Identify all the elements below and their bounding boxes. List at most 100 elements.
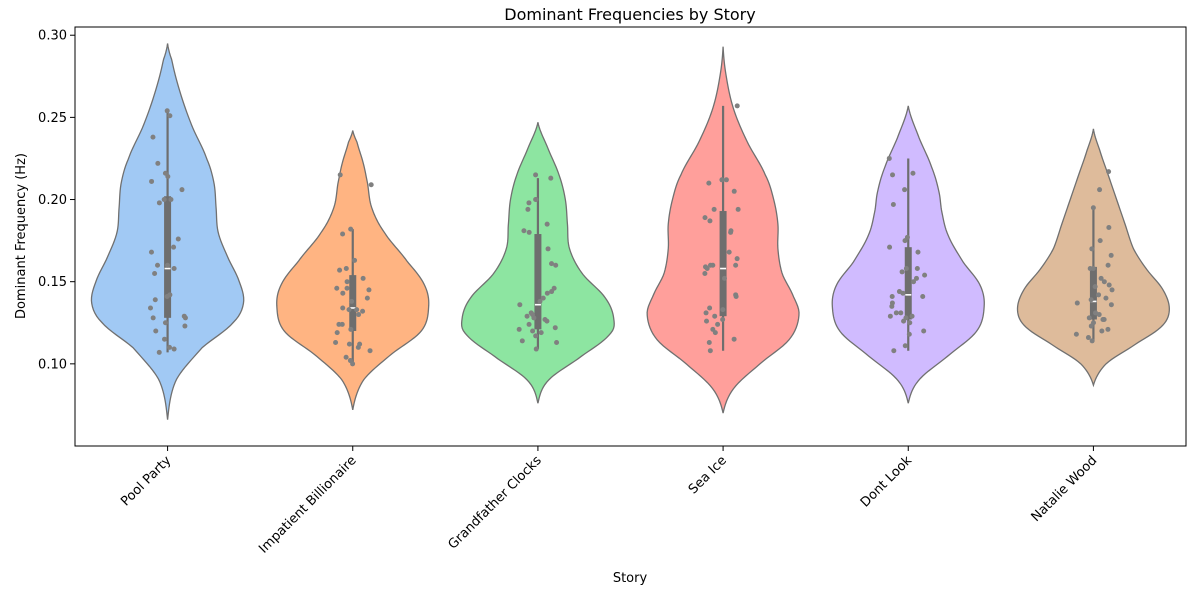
point-2-30 [519, 338, 525, 344]
point-0-12 [171, 244, 177, 250]
point-2-6 [544, 221, 550, 227]
point-3-33 [707, 348, 713, 354]
point-3-19 [721, 275, 727, 281]
point-5-7 [1105, 262, 1111, 268]
point-1-21 [339, 321, 345, 327]
point-0-19 [164, 293, 170, 299]
point-0-11 [175, 236, 181, 242]
point-1-31 [350, 361, 356, 367]
point-2-13 [549, 289, 555, 295]
point-5-3 [1106, 224, 1112, 230]
point-4-17 [889, 293, 895, 299]
point-0-26 [182, 323, 188, 329]
point-1-29 [343, 354, 349, 360]
point-2-4 [526, 200, 532, 206]
point-3-4 [731, 188, 737, 194]
point-0-20 [152, 297, 158, 303]
point-3-32 [706, 339, 712, 345]
point-3-15 [707, 262, 713, 268]
point-4-6 [902, 238, 908, 244]
point-5-29 [1073, 331, 1079, 337]
point-4-10 [914, 266, 920, 272]
point-2-21 [531, 315, 537, 321]
point-5-12 [1106, 282, 1112, 288]
point-5-18 [1074, 300, 1080, 306]
point-4-11 [899, 269, 905, 275]
point-3-6 [711, 206, 717, 212]
point-1-4 [352, 257, 358, 263]
point-2-11 [553, 262, 559, 268]
point-1-10 [334, 285, 340, 291]
point-4-12 [922, 272, 928, 278]
point-0-31 [156, 349, 162, 355]
point-4-1 [910, 170, 916, 176]
point-1-17 [346, 307, 352, 313]
point-0-10 [156, 200, 162, 206]
chart-title: Dominant Frequencies by Story [504, 5, 755, 24]
point-0-27 [153, 328, 159, 334]
y-tick-label-2: 0.20 [38, 193, 67, 208]
iqr-box-5 [1089, 266, 1097, 320]
point-2-7 [521, 228, 527, 234]
iqr-box-4 [904, 247, 912, 320]
point-0-3 [155, 160, 161, 166]
point-1-16 [354, 307, 360, 313]
point-5-17 [1088, 297, 1094, 303]
iqr-box-0 [164, 196, 172, 318]
point-0-2 [150, 134, 156, 140]
point-4-29 [906, 331, 912, 337]
point-0-29 [167, 344, 172, 350]
point-1-14 [349, 298, 355, 304]
point-3-11 [726, 249, 732, 255]
y-tick-label-0: 0.10 [38, 357, 67, 372]
x-tick-label-0: Pool Party [118, 453, 174, 509]
point-4-24 [909, 313, 915, 319]
point-0-15 [155, 262, 161, 268]
x-axis-label: Story [613, 571, 648, 586]
point-0-5 [165, 174, 171, 180]
point-4-28 [921, 328, 927, 334]
point-1-9 [344, 285, 350, 291]
point-0-28 [162, 336, 168, 342]
point-1-13 [364, 295, 370, 301]
point-1-27 [355, 344, 361, 350]
point-2-24 [526, 321, 532, 327]
point-1-12 [340, 290, 346, 296]
point-4-13 [913, 275, 919, 281]
point-2-0 [533, 172, 539, 178]
point-2-20 [524, 313, 530, 319]
point-1-1 [368, 182, 374, 188]
point-1-8 [344, 279, 350, 285]
point-4-31 [891, 348, 897, 354]
point-3-14 [733, 262, 739, 268]
point-5-19 [1108, 302, 1114, 308]
point-4-23 [887, 313, 893, 319]
plot-frame [74, 26, 1187, 447]
y-axis: 0.10 0.15 0.20 0.25 0.30 [38, 29, 75, 372]
point-1-19 [356, 312, 362, 318]
point-2-17 [517, 302, 523, 308]
point-3-27 [704, 318, 710, 324]
point-4-18 [920, 293, 926, 299]
point-4-20 [889, 303, 895, 309]
x-tick-label-3: Sea Ice [686, 453, 730, 497]
y-tick-label-3: 0.25 [38, 111, 67, 126]
point-0-8 [168, 197, 174, 203]
point-5-22 [1086, 315, 1092, 321]
point-2-9 [545, 246, 551, 252]
point-3-1 [723, 177, 729, 183]
strip-points [147, 103, 1115, 367]
point-2-28 [538, 330, 544, 336]
point-3-30 [712, 330, 718, 336]
x-tick-label-1: Impatient Billionaire [256, 453, 359, 556]
point-1-7 [360, 275, 366, 281]
point-3-22 [707, 305, 713, 311]
point-4-22 [898, 310, 904, 316]
x-tick-label-2: Grandfather Clocks [446, 453, 545, 552]
point-0-13 [148, 249, 154, 255]
point-4-16 [900, 290, 906, 296]
point-2-1 [548, 175, 554, 181]
point-2-23 [544, 318, 550, 324]
point-5-27 [1105, 326, 1111, 332]
